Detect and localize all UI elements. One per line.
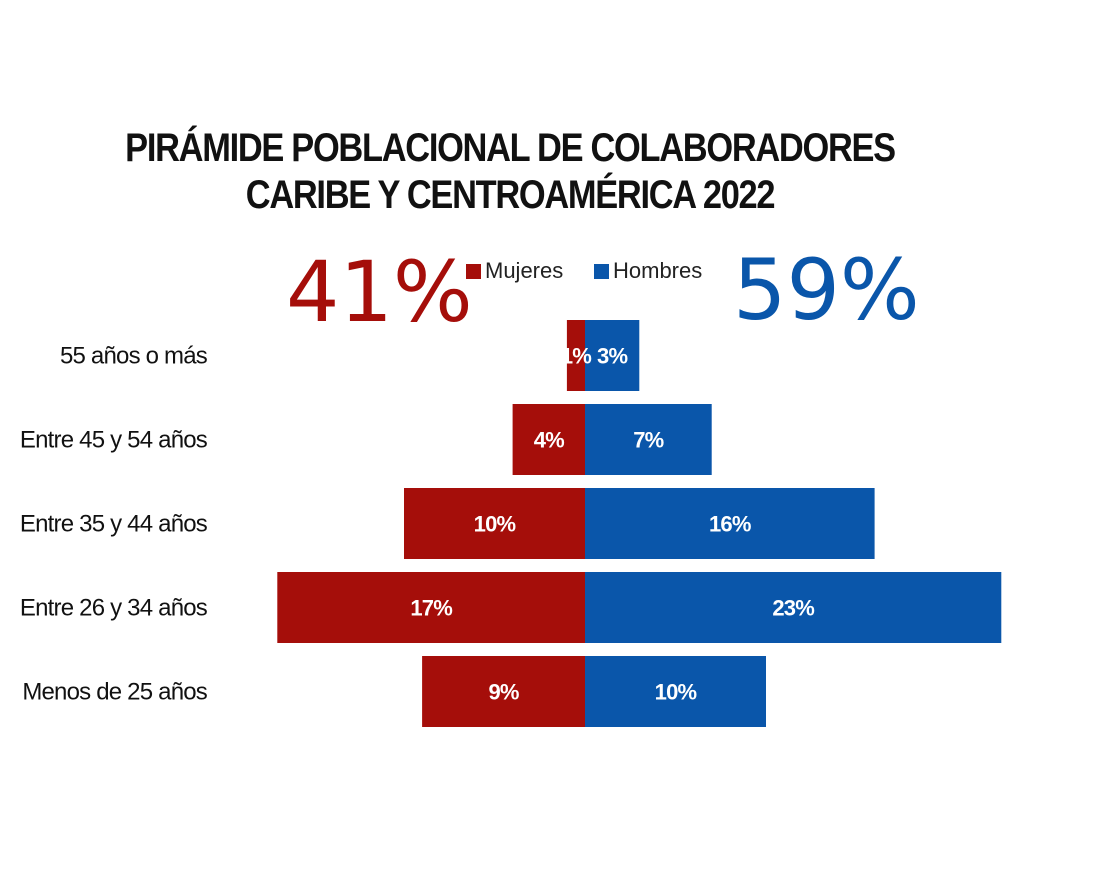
chart-title-line-2: CARIBE Y CENTROAMÉRICA 2022 xyxy=(245,173,776,217)
bar-men-1 xyxy=(585,404,712,475)
legend-item-men: Hombres xyxy=(594,258,702,284)
legend-swatch-women xyxy=(466,263,481,279)
category-label-2: Entre 35 y 44 años xyxy=(20,511,208,538)
women-total-percent: 41% xyxy=(286,243,473,341)
category-label-4: Menos de 25 años xyxy=(22,679,207,706)
category-label-3: Entre 26 y 34 años xyxy=(20,595,208,622)
value-label-men-2: 16% xyxy=(709,512,751,537)
value-label-men-4: 10% xyxy=(655,680,697,705)
category-label-1: Entre 45 y 54 años xyxy=(20,427,208,454)
chart-title-line-1: PIRÁMIDE POBLACIONAL DE COLABORADORES xyxy=(125,126,896,170)
category-label-0: 55 años o más xyxy=(60,343,208,370)
bar-men-3 xyxy=(585,572,1002,643)
bar-men-4 xyxy=(585,656,766,727)
bar-women-4 xyxy=(422,656,585,727)
bar-men-2 xyxy=(585,488,875,559)
value-label-women-3: 17% xyxy=(410,596,452,621)
value-label-women-2: 10% xyxy=(474,512,516,537)
men-total-percent: 59% xyxy=(733,241,920,339)
bar-women-0 xyxy=(566,320,585,391)
value-label-men-1: 7% xyxy=(633,428,663,453)
value-label-women-4: 9% xyxy=(488,680,518,705)
bar-women-2 xyxy=(404,488,585,559)
bar-women-1 xyxy=(512,404,585,475)
legend-label-women: Mujeres xyxy=(485,258,564,283)
value-label-women-1: 4% xyxy=(534,428,564,453)
value-label-women-0: 1% xyxy=(561,344,591,369)
legend-item-women: Mujeres xyxy=(466,258,563,284)
bar-men-0 xyxy=(585,320,640,391)
value-label-men-0: 3% xyxy=(597,344,627,369)
legend-swatch-men xyxy=(594,263,609,279)
bar-women-3 xyxy=(277,572,585,643)
value-label-men-3: 23% xyxy=(772,596,814,621)
legend-label-men: Hombres xyxy=(613,258,703,283)
